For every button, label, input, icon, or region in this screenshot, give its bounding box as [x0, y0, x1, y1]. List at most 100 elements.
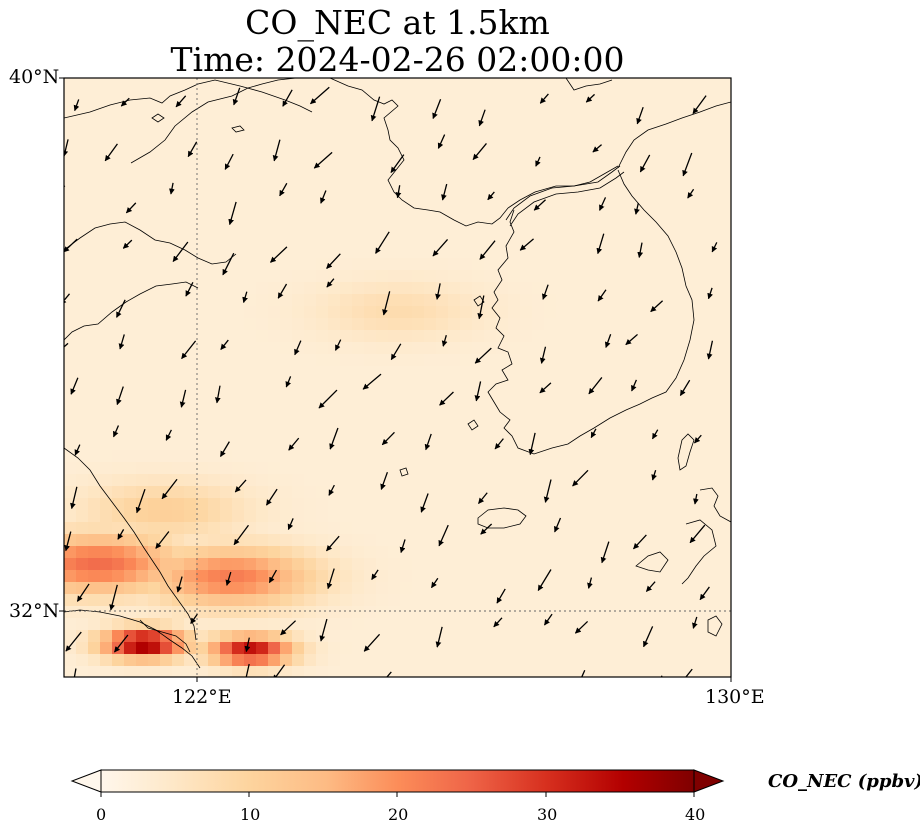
- field-cell: [244, 486, 257, 499]
- wind-arrow: [574, 620, 589, 634]
- field-cell: [580, 318, 593, 331]
- field-cell: [172, 234, 185, 247]
- field-cell: [556, 534, 569, 547]
- field-cell: [160, 102, 173, 115]
- field-cell: [604, 198, 617, 211]
- wind-arrow: [590, 428, 597, 439]
- field-cell: [76, 582, 89, 595]
- field-cell: [124, 258, 137, 271]
- field-cell: [604, 630, 617, 643]
- field-cell: [484, 654, 497, 667]
- field-cell: [196, 90, 209, 103]
- field-cell: [460, 162, 473, 175]
- field-cell: [316, 510, 329, 523]
- field-cell: [400, 90, 413, 103]
- field-cell: [160, 498, 173, 511]
- field-cell: [664, 498, 677, 511]
- field-cell: [280, 510, 293, 523]
- field-cell: [292, 558, 305, 571]
- field-cell: [688, 570, 701, 583]
- field-cell: [328, 174, 341, 187]
- field-cell: [88, 402, 101, 415]
- field-cell: [244, 258, 257, 271]
- field-cell: [136, 594, 149, 607]
- field-cell: [544, 354, 557, 367]
- wind-arrow: [272, 139, 281, 162]
- field-cell: [688, 426, 701, 439]
- field-cell: [232, 426, 245, 439]
- field-cell: [412, 222, 425, 235]
- field-cell: [148, 498, 161, 511]
- field-cell: [724, 306, 731, 319]
- field-cell: [88, 282, 101, 295]
- field-cell: [496, 210, 509, 223]
- field-cell: [100, 318, 113, 331]
- field-cell: [316, 306, 329, 319]
- field-cell: [436, 78, 449, 91]
- field-cell: [136, 390, 149, 403]
- field-cell: [604, 606, 617, 619]
- field-cell: [364, 162, 377, 175]
- field-cell: [184, 642, 197, 655]
- field-cell: [676, 294, 689, 307]
- field-cell: [328, 138, 341, 151]
- field-cell: [472, 510, 485, 523]
- field-cell: [160, 258, 173, 271]
- field-cell: [628, 582, 641, 595]
- wind-arrow: [326, 535, 340, 552]
- field-cell: [352, 378, 365, 391]
- field-cell: [688, 558, 701, 571]
- colorbar-tick-40: 40: [685, 805, 706, 824]
- field-cell: [64, 210, 77, 223]
- field-cell: [640, 246, 653, 259]
- field-cell: [448, 270, 461, 283]
- field-cell: [76, 114, 89, 127]
- field-cell: [400, 366, 413, 379]
- field-cell: [460, 594, 473, 607]
- field-cell: [256, 114, 269, 127]
- field-cell: [616, 414, 629, 427]
- field-cell: [664, 414, 677, 427]
- field-cell: [472, 258, 485, 271]
- wind-arrow: [113, 634, 129, 653]
- field-cell: [496, 222, 509, 235]
- field-cell: [88, 246, 101, 259]
- field-cell: [208, 594, 221, 607]
- field-cell: [532, 486, 545, 499]
- field-cell: [424, 654, 437, 667]
- field-cell: [676, 222, 689, 235]
- field-cell: [256, 222, 269, 235]
- field-cell: [520, 474, 533, 487]
- field-cell: [412, 654, 425, 667]
- field-cell: [376, 210, 389, 223]
- field-cell: [460, 642, 473, 655]
- field-cell: [604, 402, 617, 415]
- field-cell: [364, 402, 377, 415]
- field-cell: [676, 366, 689, 379]
- field-cell: [196, 474, 209, 487]
- field-cell: [616, 546, 629, 559]
- field-cell: [280, 414, 293, 427]
- field-cell: [724, 354, 731, 367]
- field-cell: [724, 462, 731, 475]
- field-cell: [616, 510, 629, 523]
- field-cell: [244, 450, 257, 463]
- field-cell: [208, 570, 221, 583]
- field-cell: [604, 654, 617, 667]
- field-cell: [532, 474, 545, 487]
- field-cell: [472, 630, 485, 643]
- field-cell: [292, 594, 305, 607]
- field-cell: [136, 90, 149, 103]
- field-cell: [280, 210, 293, 223]
- field-cell: [268, 246, 281, 259]
- field-cell: [580, 510, 593, 523]
- field-cell: [604, 270, 617, 283]
- field-cell: [652, 498, 665, 511]
- field-cell: [448, 498, 461, 511]
- colorbar-tick-20: 20: [388, 805, 409, 824]
- field-cell: [592, 342, 605, 355]
- field-cell: [364, 270, 377, 283]
- wind-arrow: [161, 478, 178, 500]
- field-cell: [76, 318, 89, 331]
- field-cell: [184, 546, 197, 559]
